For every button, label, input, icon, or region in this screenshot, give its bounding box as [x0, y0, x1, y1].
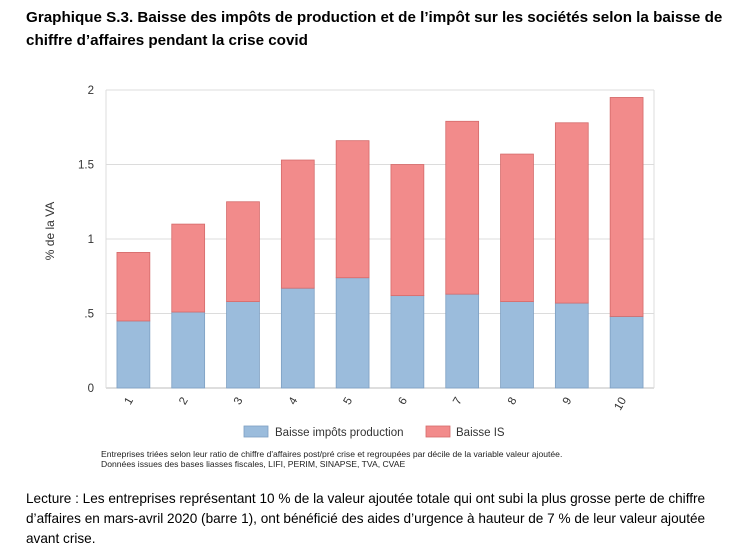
x-tick-labels: 1 2 3 4 5 6 7 8 9 10 — [122, 395, 629, 413]
bar-is — [609, 97, 644, 317]
bar-production — [445, 293, 480, 389]
legend-swatch-is — [425, 425, 451, 438]
bar-is — [554, 122, 589, 304]
bar-production — [226, 301, 260, 389]
y-axis-label: % de la VA — [43, 202, 57, 260]
bar-is — [500, 153, 534, 302]
chart-notes: Entreprises triées selon leur ratio de c… — [101, 449, 562, 469]
note-line: Données issues des bases liasses fiscale… — [101, 459, 406, 469]
bar-production — [116, 320, 151, 389]
x-tick-label: 6 — [396, 396, 410, 408]
bar-is — [171, 223, 206, 313]
x-tick-label: 10 — [612, 396, 629, 413]
bars — [116, 97, 644, 389]
y-tick-label: .5 — [84, 309, 94, 321]
bar-is — [390, 164, 425, 297]
bar-is — [116, 252, 151, 322]
bar-production — [171, 311, 206, 389]
bar-production — [609, 316, 644, 389]
bar-production — [554, 302, 589, 389]
bar-production — [280, 287, 315, 389]
legend-label-is: Baisse IS — [456, 427, 505, 439]
x-tick-label: 2 — [177, 396, 191, 408]
x-tick-label: 8 — [506, 396, 520, 408]
note-line: Entreprises triées selon leur ratio de c… — [101, 449, 563, 459]
x-tick-label: 1 — [122, 396, 136, 408]
bar-production — [390, 295, 425, 389]
y-tick-label: 0 — [88, 383, 94, 395]
bar-is — [335, 140, 370, 279]
bar-is — [280, 159, 315, 289]
x-tick-label: 7 — [451, 396, 465, 408]
x-tick-label: 9 — [561, 396, 575, 408]
bar-production — [500, 301, 534, 389]
x-tick-label: 3 — [232, 396, 246, 408]
x-tick-label: 4 — [287, 395, 301, 407]
y-tick-label: 2 — [88, 85, 94, 97]
legend: Baisse impôts production Baisse IS — [243, 425, 505, 439]
stacked-bar-chart: 0 .5 1 1.5 2 % de la VA 1 2 3 4 5 6 7 8 9 10 Baisse i… — [43, 85, 655, 439]
y-tick-label: 1 — [88, 234, 94, 246]
x-tick-label: 5 — [342, 396, 356, 408]
y-tick-labels: 0 .5 1 1.5 2 — [78, 85, 94, 395]
chart-title: Graphique S.3. Baisse des impôts de prod… — [26, 9, 723, 49]
bar-production — [335, 277, 370, 389]
legend-swatch-production — [243, 425, 269, 438]
legend-label-production: Baisse impôts production — [275, 427, 403, 439]
y-tick-label: 1.5 — [78, 160, 94, 172]
bar-is — [226, 201, 260, 302]
reading-note: Lecture : Les entreprises représentant 1… — [26, 491, 706, 546]
bar-is — [445, 120, 480, 295]
